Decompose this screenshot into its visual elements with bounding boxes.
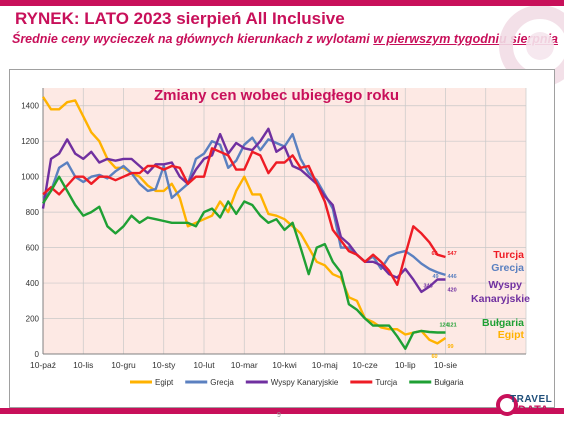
y-tick-label: 200 <box>26 315 40 324</box>
legend-label: Turcja <box>375 378 397 387</box>
bottom-accent-bar <box>0 408 564 414</box>
legend-label: Egipt <box>155 378 174 387</box>
end-value-label: 420 <box>448 288 457 294</box>
chart-title: Zmiany cen wobec ubiegłego roku <box>154 87 399 104</box>
series-line-bułgaria <box>41 175 446 350</box>
page-title: RYNEK: LATO 2023 sierpień All Inclusive <box>15 9 345 28</box>
end-value-label: 121 <box>448 323 457 329</box>
series-side-label: Turcja <box>493 249 524 261</box>
page-number: 9 <box>277 412 281 419</box>
x-tick-label: 10-maj <box>312 360 338 370</box>
end-value-label: 124 <box>440 323 450 329</box>
y-tick-label: 1400 <box>21 102 39 111</box>
legend-label: Bułgaria <box>434 378 464 387</box>
x-tick-label: 10-paź <box>30 360 56 370</box>
x-tick-label: 10-lut <box>193 360 215 370</box>
chart-frame: 0 200 400 600 800 1000 1200 1400 10-paź 10-lis 10-… <box>9 69 555 408</box>
travel-data-logo: TRAVEL DATA <box>496 392 558 420</box>
price-change-chart: 0 200 400 600 800 1000 1200 1400 10-paź 10-lis 10-… <box>21 87 530 387</box>
y-tick-label: 1000 <box>21 173 39 182</box>
series-side-label: Bułgaria <box>482 317 524 329</box>
end-value-label: 60 <box>432 354 438 360</box>
end-value-label: 49 <box>433 274 439 280</box>
logo-text-bottom: DATA <box>518 404 549 416</box>
series-side-label: Wyspy <box>488 279 522 291</box>
series-side-label: Kanaryjskie <box>471 293 530 305</box>
series-side-label: Egipt <box>498 329 525 341</box>
end-value-label: 99 <box>448 344 454 350</box>
series-line-turcja <box>42 147 446 287</box>
x-tick-label: 10-sie <box>434 360 457 370</box>
series-side-label: Grecja <box>491 262 524 274</box>
x-tick-label: 10-mar <box>231 360 258 370</box>
end-value-label: 547 <box>448 251 457 257</box>
end-value-label: 446 <box>448 274 457 280</box>
legend-label: Wyspy Kanaryjskie <box>271 378 339 387</box>
series-line-wyspy-kanaryjskie <box>41 127 446 294</box>
top-accent-bar <box>0 0 564 6</box>
legend-label: Grecja <box>210 378 234 387</box>
subtitle-text: Średnie ceny wycieczek na głównych kieru… <box>11 32 374 46</box>
x-tick-label: 10-cze <box>352 360 378 370</box>
y-tick-label: 1200 <box>21 137 39 146</box>
x-tick-label: 10-sty <box>152 360 176 370</box>
y-tick-label: 800 <box>26 208 40 217</box>
x-tick-label: 10-lis <box>73 360 93 370</box>
x-tick-label: 10-gru <box>111 360 136 370</box>
end-value-label: 346 <box>424 284 433 290</box>
y-tick-label: 0 <box>35 350 40 359</box>
y-tick-label: 400 <box>26 279 40 288</box>
y-tick-label: 600 <box>26 244 40 253</box>
logo-ring-inner <box>500 398 514 412</box>
end-value-label: 65 <box>432 251 438 257</box>
logo-text-top: TRAVEL <box>510 394 553 405</box>
x-tick-label: 10-lip <box>395 360 416 370</box>
x-tick-label: 10-kwi <box>272 360 297 370</box>
